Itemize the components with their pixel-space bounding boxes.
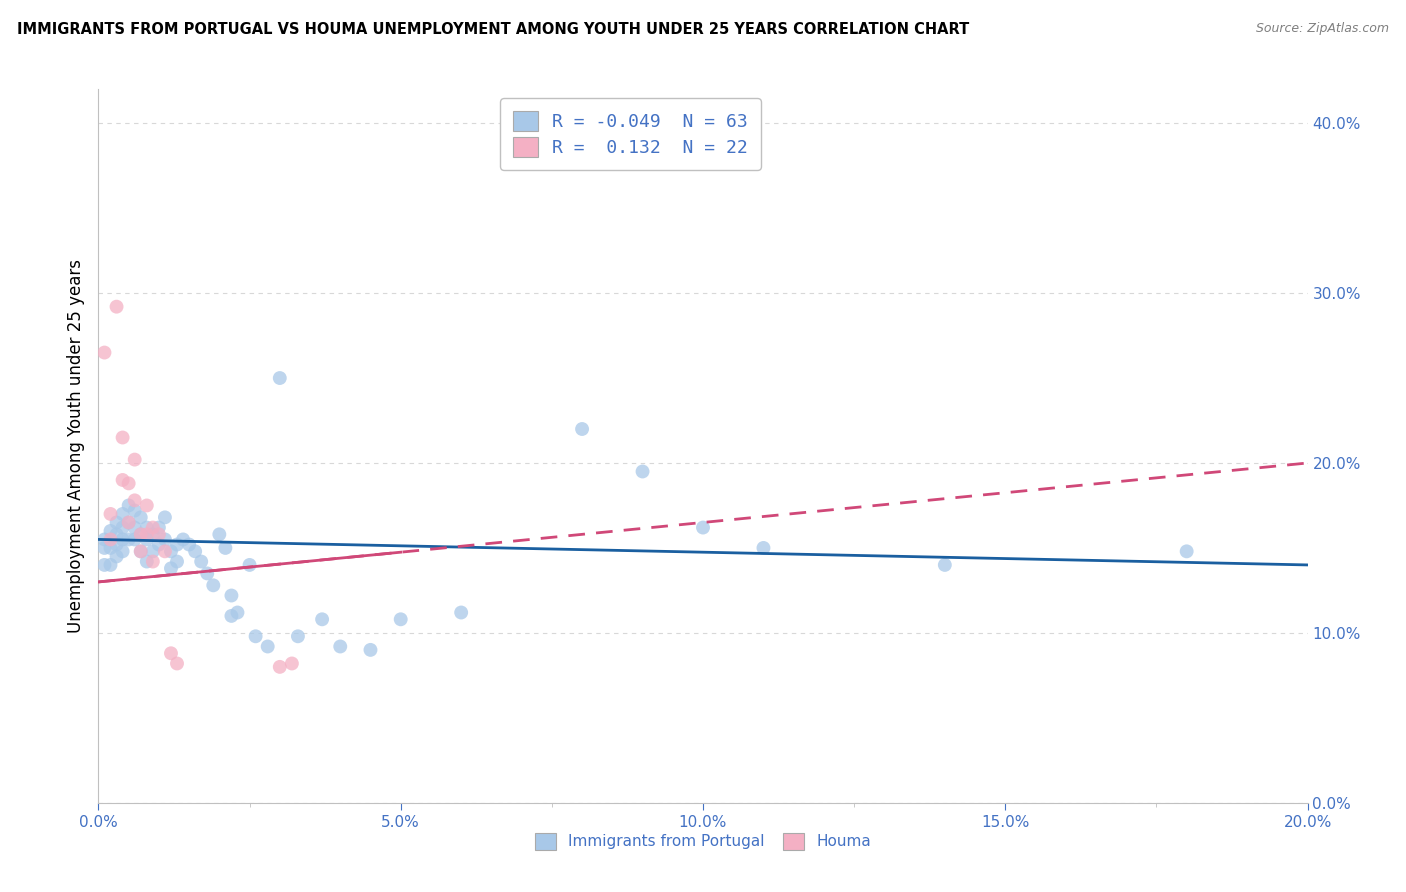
Point <box>360 643 382 657</box>
Point <box>135 555 157 569</box>
Point <box>166 555 188 569</box>
Point <box>153 510 176 524</box>
Point <box>135 499 157 513</box>
Point <box>100 507 122 521</box>
Text: IMMIGRANTS FROM PORTUGAL VS HOUMA UNEMPLOYMENT AMONG YOUTH UNDER 25 YEARS CORREL: IMMIGRANTS FROM PORTUGAL VS HOUMA UNEMPL… <box>17 22 969 37</box>
Point <box>105 516 128 530</box>
Point <box>142 544 165 558</box>
Point <box>100 524 122 538</box>
Point <box>105 527 128 541</box>
Point <box>160 561 183 575</box>
Point <box>179 537 201 551</box>
Legend: Immigrants from Portugal, Houma: Immigrants from Portugal, Houma <box>529 827 877 855</box>
Point <box>111 533 134 547</box>
Point <box>129 544 152 558</box>
Point <box>100 533 122 547</box>
Point <box>450 606 472 620</box>
Point <box>118 516 141 530</box>
Point <box>93 558 115 572</box>
Point <box>226 606 249 620</box>
Point <box>166 657 188 671</box>
Point <box>111 473 134 487</box>
Text: Source: ZipAtlas.com: Source: ZipAtlas.com <box>1256 22 1389 36</box>
Point <box>389 612 412 626</box>
Point <box>269 371 291 385</box>
Point <box>1175 544 1198 558</box>
Point <box>124 493 146 508</box>
Point <box>208 527 231 541</box>
Point <box>111 507 134 521</box>
Point <box>111 544 134 558</box>
Point <box>118 516 141 530</box>
Point <box>221 608 243 623</box>
Y-axis label: Unemployment Among Youth under 25 years: Unemployment Among Youth under 25 years <box>66 259 84 633</box>
Point <box>135 527 157 541</box>
Point <box>93 541 115 555</box>
Point <box>100 541 122 555</box>
Point <box>287 629 309 643</box>
Point <box>256 640 278 654</box>
Point <box>142 520 165 534</box>
Point <box>93 345 115 359</box>
Point <box>281 657 304 671</box>
Point <box>148 520 170 534</box>
Point <box>311 612 333 626</box>
Point <box>105 300 128 314</box>
Point <box>118 476 141 491</box>
Point <box>148 537 170 551</box>
Point <box>153 533 176 547</box>
Point <box>153 544 176 558</box>
Point <box>118 499 141 513</box>
Point <box>329 640 352 654</box>
Point <box>172 533 194 547</box>
Point <box>129 527 152 541</box>
Point <box>195 566 218 581</box>
Point <box>221 589 243 603</box>
Point <box>118 533 141 547</box>
Point <box>135 520 157 534</box>
Point <box>129 527 152 541</box>
Point <box>166 537 188 551</box>
Point <box>100 558 122 572</box>
Point <box>124 533 146 547</box>
Point <box>269 660 291 674</box>
Point <box>239 558 262 572</box>
Point <box>934 558 956 572</box>
Point <box>692 520 714 534</box>
Point <box>124 452 146 467</box>
Point <box>105 537 128 551</box>
Point <box>105 549 128 564</box>
Point <box>111 520 134 534</box>
Point <box>148 527 170 541</box>
Point <box>111 430 134 444</box>
Point <box>93 533 115 547</box>
Point <box>142 527 165 541</box>
Point <box>129 544 152 558</box>
Point <box>124 520 146 534</box>
Point <box>142 555 165 569</box>
Point <box>245 629 267 643</box>
Point <box>184 544 207 558</box>
Point <box>160 544 183 558</box>
Point <box>124 503 146 517</box>
Point <box>135 533 157 547</box>
Point <box>631 465 654 479</box>
Point <box>129 510 152 524</box>
Point <box>752 541 775 555</box>
Point <box>202 578 225 592</box>
Point <box>160 646 183 660</box>
Point <box>190 555 212 569</box>
Point <box>214 541 236 555</box>
Point <box>571 422 593 436</box>
